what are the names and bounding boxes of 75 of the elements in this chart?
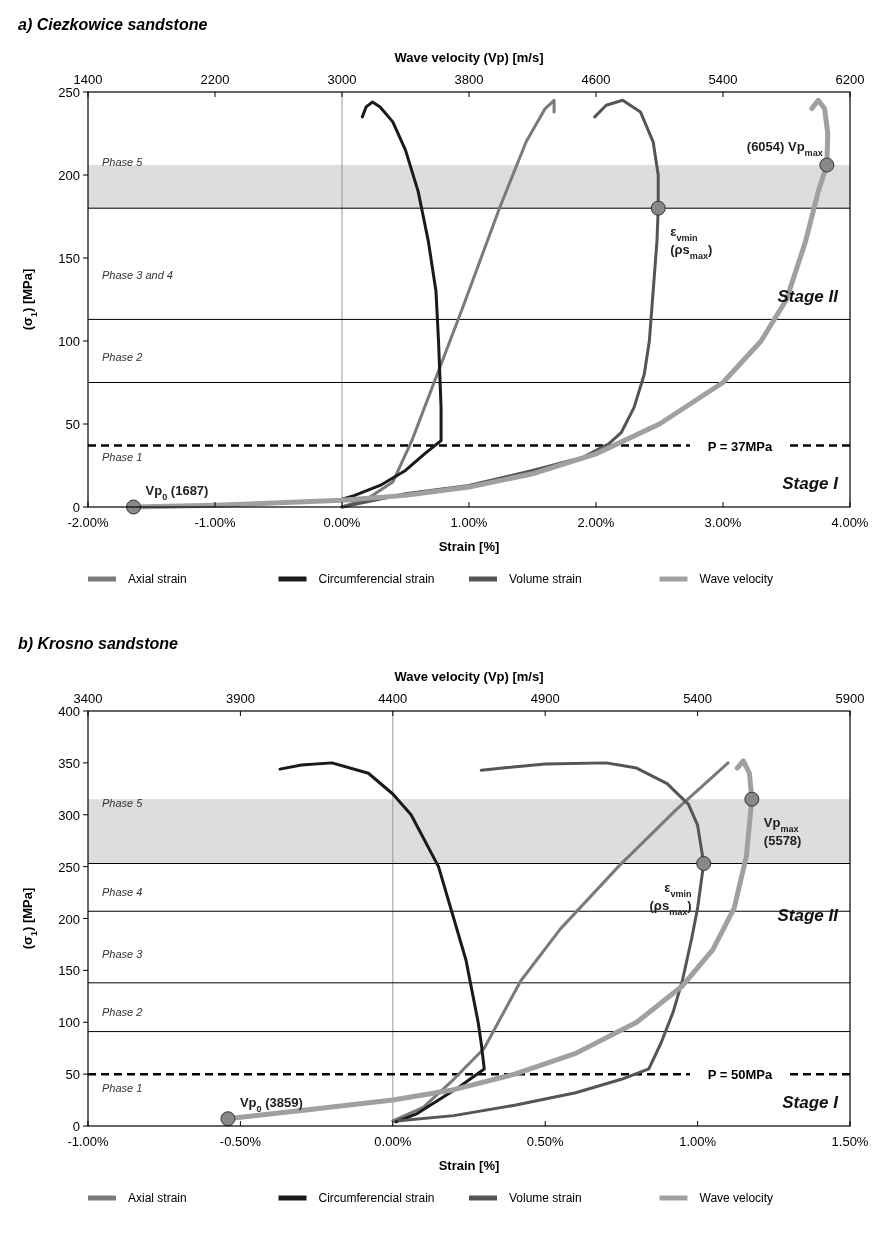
y-tick-label: 350 [58,755,80,771]
x2-tick-label: 4900 [530,691,560,706]
annotation: (6054) Vp$_{max}$ [746,139,823,159]
y-tick-label: 200 [58,911,80,927]
x2-axis-title: Wave velocity (Vp) [m/s] [394,669,544,684]
y-tick-label: 200 [58,168,80,183]
x-tick-label: 0.00% [323,515,361,530]
annotation: Phase 5 [102,796,144,809]
ref-line-label: P = 37MPa [707,438,773,454]
annotation: Phase 3 [102,948,144,961]
x2-axis-title: Wave velocity (Vp) [m/s] [394,50,544,65]
y-tick-label: 50 [65,417,80,432]
x-tick-label: 1.50% [831,1134,869,1149]
x-tick-label: 1.00% [450,515,488,530]
legend-label: Wave velocity [699,1191,774,1205]
x-tick-label: -1.00% [67,1134,110,1149]
legend-label: Circumferencial strain [318,572,435,586]
x2-tick-label: 5400 [683,691,713,706]
x-tick-label: 0.00% [374,1134,412,1149]
x-tick-label: -2.00% [67,515,110,530]
y-tick-label: 50 [65,1067,80,1083]
y-tick-label: 100 [58,334,80,349]
annotation: Vp$_{max}$ (5578) [763,815,802,849]
x2-tick-label: 3000 [327,72,357,87]
x2-tick-label: 1400 [73,72,103,87]
annotation: Phase 2 [102,351,143,364]
x2-tick-label: 4600 [581,72,611,87]
annotation: Phase 3 and 4 [102,268,173,281]
y-tick-label: 150 [58,251,80,266]
y-tick-label: 0 [72,1119,80,1134]
chart-title: a) Ciezkowice sandstone [18,16,208,33]
annotation: ε$_{vmin}$ (ρs$_{max}$) [670,224,713,262]
y-tick-label: 0 [72,500,80,515]
y-tick-label: 300 [58,807,80,823]
x2-tick-label: 5400 [708,72,738,87]
x-tick-label: 0.50% [526,1134,565,1149]
x-axis-title: Strain [%] [438,1158,500,1173]
legend-label: Volume strain [509,1191,582,1205]
x-tick-label: 3.00% [704,515,742,530]
ref-line-label: P = 50MPa [707,1067,773,1083]
annotation: Stage I [782,1093,840,1112]
x2-tick-label: 5900 [835,691,865,706]
annotation: Vp$_{0}$ (3859) [239,1094,303,1114]
legend-label: Axial strain [128,1191,187,1205]
x2-tick-label: 4400 [378,691,408,706]
chart-title: b) Krosno sandstone [18,635,179,652]
annotation: Stage I [782,474,840,493]
legend-label: Circumferencial strain [318,1191,435,1205]
annotation: Phase 1 [102,1082,143,1095]
annotation: Phase 5 [102,155,144,168]
x2-tick-label: 6200 [835,72,865,87]
y-tick-label: 100 [58,1015,80,1031]
y-tick-label: 400 [58,704,80,719]
x-tick-label: -0.50% [219,1134,262,1149]
legend-label: Axial strain [128,572,187,586]
x2-tick-label: 3800 [454,72,484,87]
y-tick-label: 250 [58,85,80,100]
y-tick-label: 250 [58,859,80,875]
x2-tick-label: 2200 [200,72,230,87]
annotation: Stage II [777,906,840,926]
x-axis-title: Strain [%] [438,539,500,554]
x-tick-label: 2.00% [577,515,615,530]
x-tick-label: -1.00% [194,515,237,530]
annotation: Phase 2 [102,1006,143,1019]
y-tick-label: 150 [58,963,80,979]
x2-tick-label: 3900 [225,691,255,706]
legend-label: Wave velocity [699,572,774,586]
annotation: Phase 1 [102,451,143,464]
x-tick-label: 4.00% [831,515,869,530]
annotation: Phase 4 [102,886,143,899]
x2-tick-label: 3400 [73,691,103,706]
annotation: Vp$_{0}$ (1687) [145,483,209,502]
legend-label: Volume strain [509,572,582,586]
annotation: Stage II [777,287,840,307]
x-tick-label: 1.00% [679,1134,717,1149]
